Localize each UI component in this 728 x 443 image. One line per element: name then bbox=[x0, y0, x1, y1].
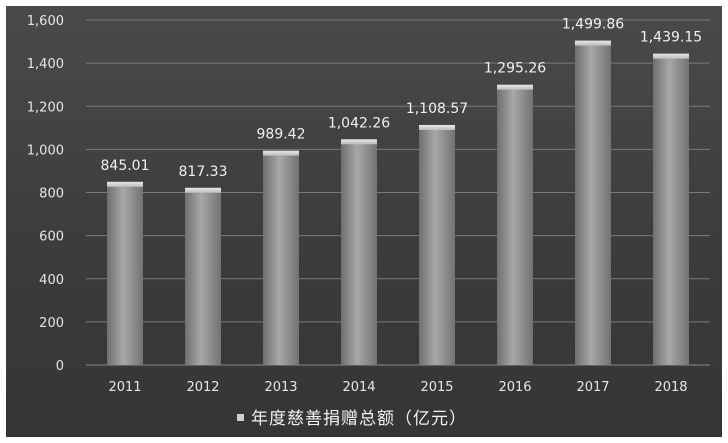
bar-top-highlight bbox=[653, 53, 689, 59]
y-tick-label: 200 bbox=[39, 316, 64, 331]
bar-top-highlight bbox=[107, 181, 143, 187]
x-tick-label: 2017 bbox=[576, 380, 609, 395]
x-tick-label: 2015 bbox=[420, 380, 453, 395]
data-label: 1,439.15 bbox=[640, 30, 702, 46]
bar bbox=[653, 54, 689, 365]
bar-chart: 0 200 400 600 800 1,000 1,200 1,400 1,600 845.01… bbox=[27, 14, 710, 429]
x-tick-label: 2018 bbox=[654, 380, 687, 395]
legend-swatch bbox=[237, 414, 244, 421]
bar bbox=[185, 188, 221, 365]
data-label: 845.01 bbox=[101, 158, 150, 174]
y-tick-label: 400 bbox=[39, 273, 64, 288]
data-label: 1,295.26 bbox=[484, 61, 546, 77]
data-label: 1,042.26 bbox=[328, 115, 390, 131]
data-label: 817.33 bbox=[179, 164, 228, 180]
bar-top-highlight bbox=[263, 150, 299, 156]
chart-frame: 0 200 400 600 800 1,000 1,200 1,400 1,600 845.01… bbox=[6, 6, 722, 437]
x-tick-label: 2013 bbox=[264, 380, 297, 395]
y-tick-label: 0 bbox=[56, 359, 64, 374]
x-axis: 2011 2012 2013 2014 2015 2016 2017 2018 bbox=[108, 380, 687, 395]
bar-top-highlight bbox=[419, 124, 455, 130]
bar bbox=[497, 85, 533, 365]
x-tick-label: 2011 bbox=[108, 380, 141, 395]
y-tick-label: 600 bbox=[39, 230, 64, 245]
bar bbox=[419, 125, 455, 365]
data-label: 1,108.57 bbox=[406, 101, 468, 117]
legend: 年度慈善捐赠总额（亿元） bbox=[237, 409, 467, 429]
bar-top-highlight bbox=[497, 84, 533, 90]
bar-top-highlight bbox=[575, 40, 611, 46]
bar bbox=[341, 140, 377, 365]
bar-top-highlight bbox=[185, 187, 221, 193]
y-axis: 0 200 400 600 800 1,000 1,200 1,400 1,600 bbox=[27, 14, 64, 374]
bar bbox=[263, 151, 299, 365]
x-tick-label: 2014 bbox=[342, 380, 375, 395]
y-tick-label: 1,600 bbox=[27, 14, 64, 29]
data-label: 1,499.86 bbox=[562, 17, 624, 33]
bar-top-highlight bbox=[341, 139, 377, 145]
legend-label: 年度慈善捐赠总额（亿元） bbox=[251, 409, 467, 429]
y-tick-label: 1,000 bbox=[27, 143, 64, 158]
bars: 845.01 817.33 989.42 1,042.26 1,108.57 1,295.… bbox=[101, 17, 702, 366]
gridlines bbox=[86, 19, 710, 366]
y-tick-label: 1,200 bbox=[27, 100, 64, 115]
bar bbox=[107, 182, 143, 365]
x-tick-label: 2012 bbox=[186, 380, 219, 395]
y-tick-label: 800 bbox=[39, 187, 64, 202]
data-label: 989.42 bbox=[257, 127, 306, 143]
bar bbox=[575, 41, 611, 366]
y-tick-label: 1,400 bbox=[27, 57, 64, 72]
x-tick-label: 2016 bbox=[498, 380, 531, 395]
